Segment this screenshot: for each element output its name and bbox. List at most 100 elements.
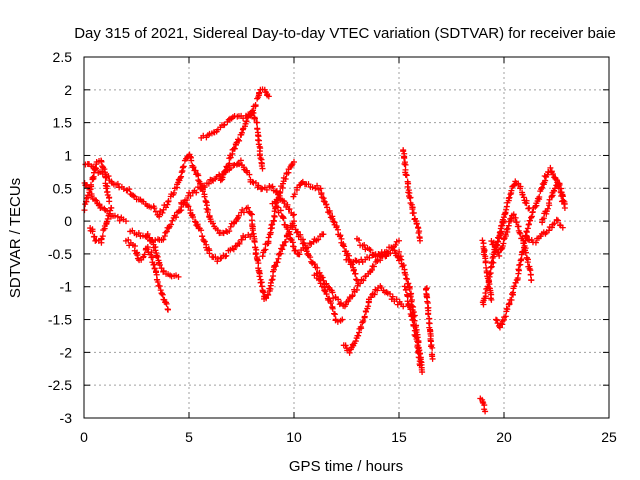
data-point-marker <box>201 238 208 245</box>
data-point-marker <box>353 276 360 283</box>
data-point-marker <box>158 290 165 297</box>
plot-frame <box>83 56 610 419</box>
data-point-marker <box>519 191 526 198</box>
data-point-marker <box>226 160 233 167</box>
data-point-marker <box>317 185 324 192</box>
y-tick-label: -2.5 <box>48 377 72 393</box>
data-point-marker <box>141 251 148 258</box>
data-point-marker <box>114 180 121 187</box>
data-point-marker <box>203 205 210 212</box>
data-point-marker <box>104 183 111 190</box>
data-point-marker <box>502 313 509 320</box>
data-point-marker <box>89 228 96 235</box>
data-point-marker <box>522 232 529 239</box>
data-point-marker <box>353 286 360 293</box>
data-point-marker <box>334 318 341 325</box>
data-point-marker <box>290 243 297 250</box>
data-point-marker <box>227 154 234 161</box>
data-point-marker <box>490 259 497 266</box>
data-point-marker <box>282 175 289 182</box>
data-point-marker <box>99 233 106 240</box>
data-point-marker <box>496 324 503 331</box>
data-point-marker <box>532 203 539 210</box>
data-point-marker <box>120 186 127 193</box>
data-point-marker <box>336 301 343 308</box>
data-point-marker <box>163 300 170 307</box>
x-tick-label: 20 <box>496 429 512 445</box>
data-point-marker <box>503 206 510 213</box>
data-point-marker <box>314 182 321 189</box>
data-point-marker <box>485 279 492 286</box>
data-point-marker <box>225 116 232 123</box>
data-point-marker <box>541 172 548 179</box>
data-point-marker <box>202 198 209 205</box>
data-point-marker <box>302 244 309 251</box>
data-point-marker <box>349 292 356 299</box>
data-point-marker <box>165 198 172 205</box>
data-point-marker <box>263 295 270 302</box>
data-point-marker <box>93 197 100 204</box>
data-point-marker <box>498 246 505 253</box>
data-point-marker <box>144 244 151 251</box>
data-point-marker <box>185 203 192 210</box>
data-point-marker <box>282 238 289 245</box>
data-point-marker <box>493 241 500 248</box>
data-point-marker <box>507 217 514 224</box>
data-point-marker <box>265 291 272 298</box>
data-point-marker <box>400 262 407 269</box>
data-point-marker <box>164 201 171 208</box>
x-tick-label: 10 <box>286 429 302 445</box>
data-point-marker <box>291 159 297 166</box>
data-point-marker <box>291 191 298 198</box>
data-point-marker <box>259 185 266 192</box>
data-point-marker <box>329 215 336 222</box>
data-point-marker <box>371 291 378 298</box>
data-point-marker <box>548 168 555 175</box>
data-point-marker <box>320 198 327 205</box>
data-point-marker <box>528 214 535 221</box>
y-tick-label: 2 <box>64 82 72 98</box>
data-point-marker <box>254 119 261 126</box>
y-tick-labels: -3 -2.5 -2 -1.5 -1 -0.5 0 0.5 1 1.5 2 2.5 <box>48 49 72 426</box>
data-point-marker <box>368 267 375 274</box>
data-point-marker <box>163 228 170 235</box>
data-point-marker <box>265 234 272 241</box>
data-point-marker <box>514 275 521 282</box>
x-tick-label: 15 <box>391 429 407 445</box>
data-point-marker <box>410 323 417 330</box>
data-point-marker <box>559 224 566 231</box>
data-point-marker <box>359 319 366 326</box>
data-point-marker <box>296 251 303 258</box>
data-point-marker <box>214 227 221 234</box>
data-point-marker <box>192 167 199 174</box>
data-point-marker <box>360 277 367 284</box>
data-point-marker <box>277 207 284 214</box>
data-point-marker <box>90 169 97 176</box>
data-point-marker <box>183 197 190 204</box>
data-point-marker <box>102 174 109 181</box>
data-point-marker <box>291 222 298 229</box>
data-point-marker <box>255 260 262 267</box>
data-point-marker <box>243 118 250 125</box>
data-point-marker <box>367 247 374 254</box>
chart-title: Day 315 of 2021, Sidereal Day-to-day VTE… <box>74 25 616 42</box>
data-point-marker <box>96 201 103 208</box>
data-point-marker <box>104 215 111 222</box>
data-point-marker <box>284 225 291 232</box>
data-point-marker <box>209 220 216 227</box>
data-point-marker <box>350 266 357 273</box>
data-point-marker <box>272 263 279 270</box>
y-tick-label: -1 <box>60 279 73 295</box>
y-tick-label: -0.5 <box>48 246 72 262</box>
data-point-marker <box>488 296 495 303</box>
data-point-marker <box>559 192 566 199</box>
data-point-marker <box>307 254 314 261</box>
data-point-marker <box>500 236 507 243</box>
data-point-marker <box>292 247 299 254</box>
data-point-marker <box>548 193 555 200</box>
data-point-marker <box>284 201 291 208</box>
y-tick-label: 2.5 <box>53 49 73 65</box>
data-point-marker <box>532 239 539 246</box>
data-point-marker <box>268 277 275 284</box>
data-point-marker <box>396 237 402 244</box>
